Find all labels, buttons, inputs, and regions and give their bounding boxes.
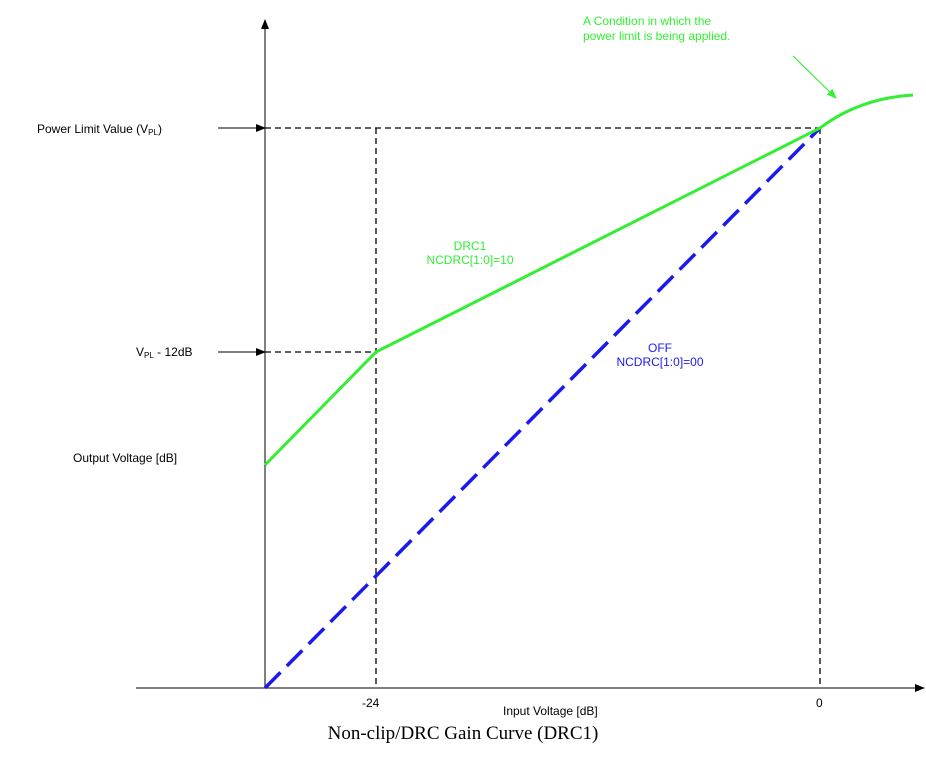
output-voltage-label: Output Voltage [dB]	[73, 451, 178, 465]
off-annotation-line2: NCDRC[1:0]=00	[616, 355, 704, 369]
off-annotation-line1: OFF	[648, 341, 672, 355]
power-limit-label: Power Limit Value (VPL)	[37, 122, 162, 137]
drc1-annotation-line2: NCDRC[1:0]=10	[426, 253, 514, 267]
off-annotation: OFF NCDRC[1:0]=00	[605, 341, 715, 369]
tick-label-neg24: -24	[362, 696, 380, 710]
input-voltage-label: Input Voltage [dB]	[503, 704, 598, 718]
drc1-annotation: DRC1 NCDRC[1:0]=10	[415, 239, 525, 267]
off-curve	[263, 126, 822, 690]
tick-label-zero: 0	[816, 696, 823, 710]
figure-caption: Non-clip/DRC Gain Curve (DRC1)	[327, 723, 599, 744]
drc1-curve	[263, 93, 914, 467]
condition-annotation-line2: power limit is being applied.	[583, 29, 731, 43]
vpl12-label: VPL - 12dB	[136, 345, 193, 360]
condition-arrow	[792, 55, 837, 99]
condition-annotation-line1: A Condition in which the	[583, 14, 712, 28]
drc1-annotation-line1: DRC1	[453, 239, 487, 253]
